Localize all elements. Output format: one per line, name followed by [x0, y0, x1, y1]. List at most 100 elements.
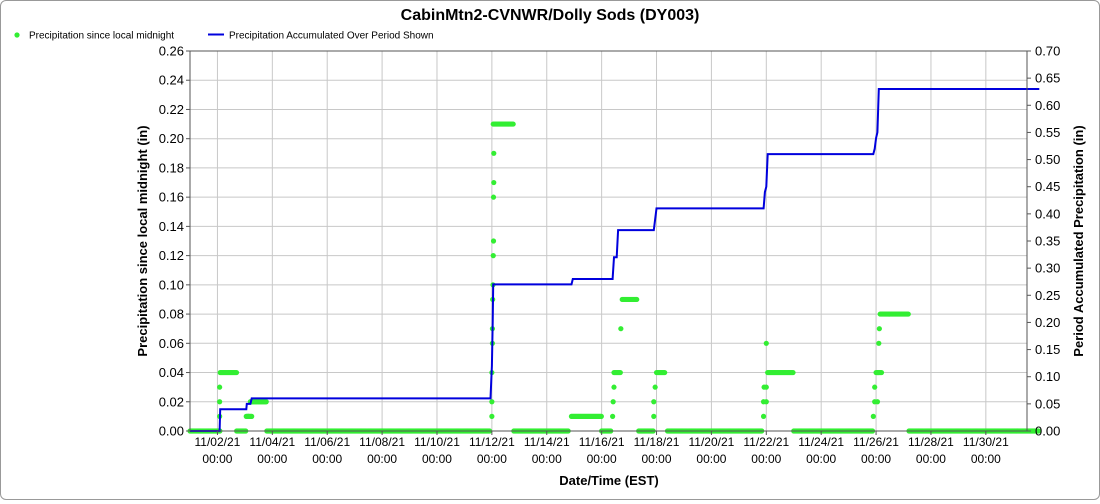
right-tick-label: 0.65 [1035, 71, 1060, 86]
x-tick-date-label: 11/20/21 [688, 435, 734, 449]
x-tick-date-label: 11/16/21 [579, 435, 625, 449]
x-tick-time-label: 00:00 [477, 452, 507, 466]
right-tick-label: 0.50 [1035, 152, 1060, 167]
right-tick-label: 0.20 [1035, 315, 1060, 330]
left-tick-label: 0.12 [159, 248, 184, 263]
left-tick-label: 0.20 [159, 131, 184, 146]
grid [190, 50, 1027, 432]
x-tick-date-label: 11/12/21 [469, 435, 515, 449]
left-tick-label: 0.02 [159, 394, 184, 409]
x-tick-time-label: 00:00 [751, 452, 781, 466]
daily-precip-point [217, 399, 223, 405]
x-tick-date-label: 11/08/21 [359, 435, 405, 449]
daily-precip-point [790, 369, 796, 376]
daily-precip-point [760, 413, 767, 419]
x-tick-time-label: 00:00 [642, 452, 672, 466]
daily-precip-point [489, 413, 495, 419]
x-tick-date-label: 11/04/21 [249, 435, 295, 449]
x-tick-date-label: 11/14/21 [524, 435, 570, 449]
plot-area-border [189, 50, 1028, 432]
x-tick-time-label: 00:00 [806, 452, 836, 466]
left-tick-label: 0.26 [159, 44, 184, 59]
x-tick-time-label: 00:00 [367, 452, 397, 466]
right-tick-label: 0.25 [1035, 288, 1060, 303]
daily-precip-point [263, 399, 269, 405]
x-tick-time-label: 00:00 [861, 452, 891, 466]
daily-precip-point [491, 150, 497, 156]
right-tick-label: 0.45 [1035, 179, 1060, 194]
x-tick-time-label: 00:00 [696, 452, 726, 466]
left-tick-label: 0.16 [159, 190, 184, 205]
daily-precip-point [490, 253, 496, 259]
daily-precip-point [652, 384, 658, 390]
left-tick-label: 0.10 [159, 277, 184, 292]
daily-precip-point [662, 369, 668, 376]
legend-accum-label: Precipitation Accumulated Over Period Sh… [229, 31, 434, 42]
x-tick-time-label: 00:00 [532, 452, 562, 466]
x-tick-time-label: 00:00 [422, 452, 452, 466]
right-tick-label: 0.35 [1035, 234, 1060, 249]
x-tick-time-label: 00:00 [202, 452, 232, 466]
daily-precip-point [875, 369, 881, 376]
left-y-axis: 0.00 0.02 0.04 0.06 0.08 0.10 0.12 0.14 0.16 0.18… [159, 44, 190, 439]
x-axis-label: Date/Time (EST) [559, 473, 658, 488]
daily-precip-point [874, 399, 881, 405]
x-tick-time-label: 00:00 [587, 452, 617, 466]
right-tick-label: 0.40 [1035, 206, 1060, 221]
left-tick-label: 0.00 [159, 424, 184, 439]
left-tick-label: 0.18 [159, 160, 184, 175]
daily-precip-point [618, 326, 624, 332]
x-tick-time-label: 00:00 [971, 452, 1001, 466]
daily-precip-point [651, 413, 657, 419]
daily-precip-point [870, 413, 876, 419]
daily-precip-point [489, 399, 495, 405]
x-tick-date-label: 11/18/21 [634, 435, 680, 449]
legend-daily-marker [14, 32, 20, 38]
left-tick-label: 0.06 [159, 336, 184, 351]
daily-precip-point [763, 384, 769, 390]
right-tick-label: 0.00 [1035, 424, 1060, 439]
daily-precip-point [490, 194, 497, 200]
x-tick-date-label: 11/28/21 [908, 435, 954, 449]
accumulated-precip-line [190, 88, 1040, 432]
x-tick-date-label: 11/06/21 [304, 435, 350, 449]
daily-precip-point [872, 384, 878, 390]
daily-precip-point [1035, 428, 1042, 434]
right-tick-label: 0.30 [1035, 261, 1060, 276]
x-tick-date-label: 11/30/21 [963, 435, 1009, 449]
x-tick-time-label: 00:00 [916, 452, 946, 466]
daily-precip-point [245, 413, 251, 419]
x-tick-date-label: 11/10/21 [414, 435, 460, 449]
daily-precip-point [617, 369, 623, 376]
legend: Precipitation since local midnight Preci… [14, 31, 434, 42]
right-tick-label: 0.55 [1035, 125, 1060, 140]
right-tick-label: 0.15 [1035, 342, 1060, 357]
left-tick-label: 0.22 [159, 102, 184, 117]
daily-precip-point [491, 179, 497, 186]
right-tick-label: 0.10 [1035, 369, 1060, 384]
daily-precip-point [763, 340, 769, 346]
daily-precip-point [610, 413, 616, 419]
daily-precip-point [634, 296, 640, 303]
left-y-axis-label: Precipitation since local midnight (in) [135, 125, 150, 356]
chart-title: CabinMtn2-CVNWR/Dolly Sods (DY003) [401, 7, 700, 24]
x-tick-date-label: 11/24/21 [798, 435, 844, 449]
daily-precip-point [217, 384, 223, 390]
x-tick-time-label: 00:00 [312, 452, 342, 466]
daily-precip-point [598, 413, 604, 419]
left-tick-label: 0.08 [159, 307, 184, 322]
left-tick-label: 0.04 [159, 365, 184, 380]
x-tick-date-label: 11/02/21 [195, 435, 241, 449]
legend-daily-label: Precipitation since local midnight [29, 31, 174, 42]
x-tick-date-label: 11/26/21 [853, 435, 899, 449]
daily-precip-point [611, 384, 617, 390]
x-axis: 11/02/21 00:00 11/04/21 00:00 11/06/21 00:00 1… [195, 431, 1009, 466]
right-tick-label: 0.05 [1035, 396, 1060, 411]
right-y-axis-label: Period Accumulated Precipitation (in) [1071, 125, 1086, 356]
left-tick-label: 0.24 [159, 73, 184, 88]
daily-precip-point [233, 369, 240, 376]
daily-precip-point [876, 326, 882, 332]
right-tick-label: 0.70 [1035, 44, 1060, 59]
